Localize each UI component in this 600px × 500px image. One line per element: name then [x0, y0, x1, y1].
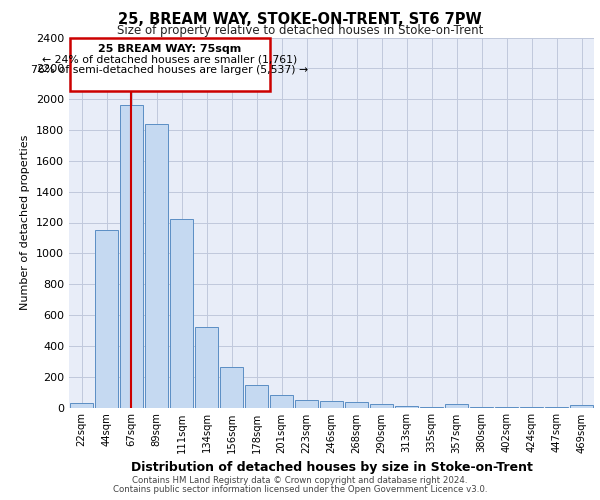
- Bar: [170, 220, 193, 408]
- Text: Contains public sector information licensed under the Open Government Licence v3: Contains public sector information licen…: [113, 485, 487, 494]
- Y-axis label: Number of detached properties: Number of detached properties: [20, 135, 31, 310]
- Text: Size of property relative to detached houses in Stoke-on-Trent: Size of property relative to detached ho…: [117, 24, 483, 37]
- Text: ← 24% of detached houses are smaller (1,761): ← 24% of detached houses are smaller (1,…: [42, 54, 298, 64]
- Bar: [95, 230, 118, 408]
- Bar: [320, 401, 343, 407]
- Bar: [195, 328, 218, 407]
- Bar: [245, 384, 268, 407]
- Bar: [295, 400, 318, 407]
- Bar: [395, 406, 418, 408]
- Bar: [270, 395, 293, 407]
- Bar: [70, 403, 93, 407]
- Bar: [420, 406, 443, 408]
- Text: 76% of semi-detached houses are larger (5,537) →: 76% of semi-detached houses are larger (…: [31, 65, 308, 75]
- Bar: [370, 404, 393, 407]
- Bar: [145, 124, 168, 408]
- Bar: [470, 406, 493, 408]
- FancyBboxPatch shape: [70, 38, 270, 90]
- Bar: [445, 404, 468, 407]
- Bar: [120, 106, 143, 408]
- Text: 25, BREAM WAY, STOKE-ON-TRENT, ST6 7PW: 25, BREAM WAY, STOKE-ON-TRENT, ST6 7PW: [118, 12, 482, 28]
- Text: Contains HM Land Registry data © Crown copyright and database right 2024.: Contains HM Land Registry data © Crown c…: [132, 476, 468, 485]
- Bar: [220, 366, 243, 408]
- Bar: [345, 402, 368, 407]
- Bar: [570, 404, 593, 407]
- X-axis label: Distribution of detached houses by size in Stoke-on-Trent: Distribution of detached houses by size …: [131, 461, 532, 474]
- Text: 25 BREAM WAY: 75sqm: 25 BREAM WAY: 75sqm: [98, 44, 241, 54]
